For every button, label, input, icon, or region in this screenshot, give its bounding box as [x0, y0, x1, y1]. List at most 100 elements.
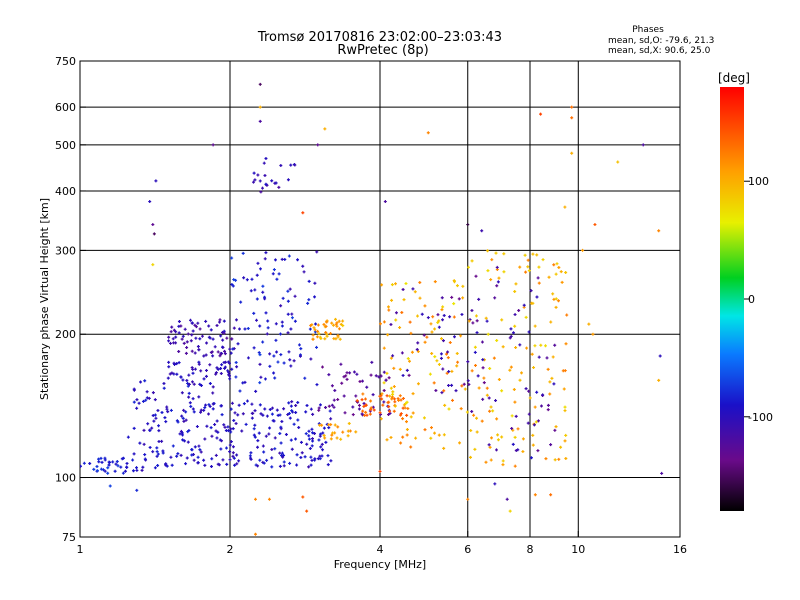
- data-point: [341, 319, 345, 323]
- data-point: [616, 160, 620, 164]
- data-point: [270, 465, 274, 469]
- data-point: [433, 327, 437, 331]
- data-point: [224, 360, 228, 364]
- data-point: [293, 319, 297, 323]
- data-point: [183, 327, 187, 331]
- data-point: [288, 287, 292, 291]
- data-point: [327, 426, 331, 430]
- data-point: [552, 382, 556, 386]
- data-point: [458, 441, 462, 445]
- data-point: [258, 267, 262, 271]
- data-point: [531, 252, 535, 256]
- data-point: [557, 457, 561, 461]
- data-point: [245, 278, 249, 282]
- data-point: [338, 337, 342, 341]
- data-point: [554, 305, 558, 309]
- data-point: [557, 299, 561, 303]
- data-point: [277, 185, 281, 189]
- data-point: [280, 320, 284, 324]
- data-point: [335, 436, 339, 440]
- data-point: [433, 280, 437, 284]
- data-point: [237, 403, 241, 407]
- data-point: [182, 408, 186, 412]
- data-point: [490, 436, 494, 440]
- data-point: [148, 200, 152, 204]
- data-point: [186, 384, 190, 388]
- data-point: [190, 366, 194, 370]
- data-point: [230, 367, 234, 371]
- data-point: [322, 323, 326, 327]
- data-point: [231, 445, 235, 449]
- y-tick-label: 500: [55, 139, 76, 152]
- data-point: [490, 258, 494, 262]
- data-point: [535, 390, 539, 394]
- data-point: [317, 406, 321, 410]
- data-point: [388, 394, 392, 398]
- data-point: [307, 437, 311, 441]
- data-point: [396, 397, 400, 401]
- data-point: [413, 290, 417, 294]
- data-point: [268, 426, 272, 430]
- data-point: [371, 405, 375, 409]
- data-point: [224, 429, 228, 433]
- data-point: [539, 343, 543, 347]
- data-point: [539, 112, 543, 116]
- data-point: [160, 410, 164, 414]
- data-point: [234, 375, 238, 379]
- data-point: [182, 419, 186, 423]
- data-point: [292, 422, 296, 426]
- data-point: [425, 335, 429, 339]
- data-point: [377, 375, 381, 379]
- data-point: [337, 327, 341, 331]
- data-point: [467, 319, 471, 323]
- data-point: [163, 416, 167, 420]
- data-point: [447, 383, 451, 387]
- data-point: [270, 447, 274, 451]
- data-point: [311, 437, 315, 441]
- data-point: [197, 348, 201, 352]
- data-point: [327, 423, 331, 427]
- data-point: [286, 178, 290, 182]
- data-point: [489, 458, 493, 462]
- data-point: [241, 251, 245, 255]
- data-point: [280, 324, 284, 328]
- data-point: [228, 377, 232, 381]
- data-point: [415, 348, 419, 352]
- data-point: [167, 339, 171, 343]
- data-point: [252, 171, 256, 175]
- data-point: [331, 323, 335, 327]
- data-point: [228, 458, 232, 462]
- data-point: [199, 450, 203, 454]
- colorbar-label: [deg]: [718, 71, 750, 85]
- data-point: [466, 223, 470, 227]
- data-point: [489, 278, 493, 282]
- data-point: [467, 382, 471, 386]
- data-point: [455, 352, 459, 356]
- data-point: [170, 463, 174, 467]
- data-point: [382, 400, 386, 404]
- data-point: [436, 321, 440, 325]
- phases-o-stats: mean, sd,O: -79.6, 21.3: [608, 36, 714, 46]
- data-point: [132, 400, 136, 404]
- data-point: [293, 163, 297, 167]
- data-point: [333, 388, 337, 392]
- data-point: [277, 272, 281, 276]
- data-point: [268, 364, 272, 368]
- data-point: [301, 264, 305, 268]
- data-point: [211, 385, 215, 389]
- data-point: [357, 403, 361, 407]
- data-point: [194, 336, 198, 340]
- data-point: [233, 463, 237, 467]
- data-point: [323, 127, 327, 131]
- data-point: [551, 355, 555, 359]
- data-point: [148, 445, 152, 449]
- data-point: [470, 259, 474, 263]
- data-point: [593, 223, 597, 227]
- data-point: [440, 308, 444, 312]
- data-point: [309, 357, 313, 361]
- data-point: [416, 382, 420, 386]
- data-point: [450, 295, 454, 299]
- data-point: [132, 452, 136, 456]
- data-point: [325, 320, 329, 324]
- data-point: [398, 367, 402, 371]
